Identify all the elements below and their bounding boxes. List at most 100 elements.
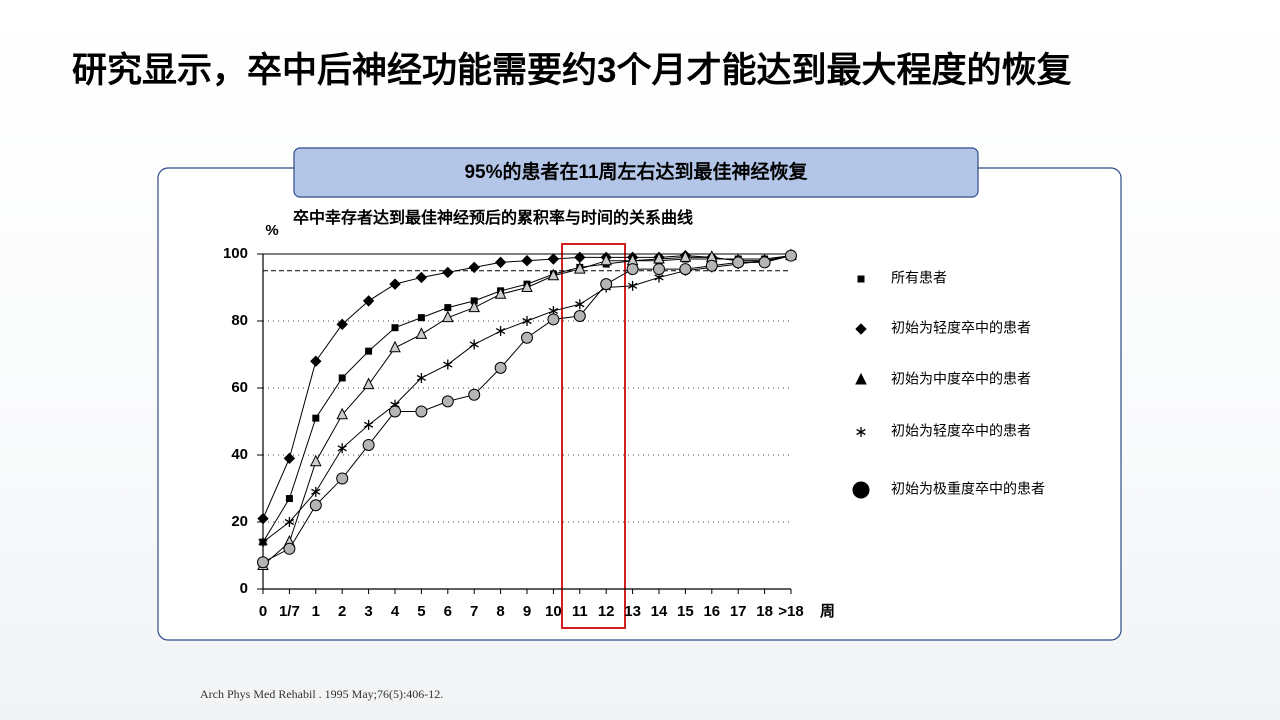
- legend-label: 初始为轻度卒中的患者: [891, 320, 1031, 336]
- data-point: [415, 327, 428, 339]
- highlight-box: [561, 243, 626, 629]
- data-point: [758, 256, 771, 269]
- data-point: [627, 280, 638, 291]
- citation: Arch Phys Med Rehabil . 1995 May;76(5):4…: [200, 687, 444, 701]
- banner-box: [293, 147, 979, 198]
- chart-title: 卒中幸存者达到最佳神经预后的累积率与时间的关系曲线: [293, 208, 693, 227]
- x-tick-label: >18: [778, 603, 803, 620]
- data-point: [653, 251, 665, 264]
- x-tick-label: 6: [444, 603, 452, 620]
- data-point: [257, 512, 269, 525]
- data-point: [679, 263, 692, 276]
- data-point: [600, 278, 613, 291]
- data-point: [309, 454, 322, 467]
- data-point: [312, 414, 320, 422]
- legend-marker: [855, 323, 867, 335]
- data-point: [309, 499, 322, 512]
- data-point: [521, 254, 533, 267]
- data-point: [389, 278, 401, 290]
- x-tick-label: 1/7: [279, 603, 300, 620]
- data-point: [653, 263, 665, 276]
- data-point: [415, 405, 428, 418]
- data-point: [444, 304, 452, 312]
- data-point: [521, 280, 533, 292]
- data-point: [283, 452, 296, 465]
- x-tick-label: 4: [391, 603, 400, 620]
- data-point: [336, 472, 349, 485]
- data-point: [338, 374, 346, 382]
- data-point: [443, 359, 453, 370]
- y-tick-label: 80: [231, 312, 248, 329]
- data-point: [284, 517, 295, 527]
- data-point: [469, 339, 479, 350]
- y-tick-label: 60: [231, 379, 248, 396]
- data-point: [547, 313, 560, 326]
- data-point: [468, 388, 481, 401]
- data-point: [310, 355, 322, 367]
- data-point: [468, 300, 481, 313]
- x-tick-label: 3: [364, 603, 372, 620]
- data-point: [441, 395, 454, 408]
- x-tick-label: 0: [259, 603, 267, 620]
- data-point: [494, 287, 507, 299]
- x-tick-label: 1: [312, 603, 320, 620]
- data-point: [547, 268, 560, 281]
- legend-marker: [856, 427, 866, 437]
- x-tick-label: 14: [651, 603, 668, 620]
- data-point: [362, 295, 375, 307]
- data-point: [285, 495, 293, 503]
- data-point: [258, 537, 268, 548]
- x-tick-label: 7: [470, 603, 478, 620]
- banner-text: 95%的患者在11周左右达到最佳神经恢复: [464, 160, 808, 183]
- data-point: [441, 310, 454, 323]
- y-tick-label: 40: [231, 446, 248, 463]
- data-point: [573, 309, 586, 322]
- data-point: [416, 372, 427, 383]
- legend-label: 所有患者: [891, 270, 947, 286]
- x-tick-label: 17: [730, 603, 747, 620]
- data-point: [283, 542, 296, 555]
- legend-marker: [855, 372, 867, 385]
- y-tick-label: 100: [223, 245, 248, 262]
- data-point: [336, 407, 349, 420]
- x-tick-label: 9: [523, 603, 531, 620]
- data-point: [365, 347, 373, 355]
- legend-label: 初始为中度卒中的患者: [891, 371, 1031, 387]
- data-point: [785, 249, 797, 262]
- y-tick-label: 20: [231, 513, 248, 530]
- chart-panel: [157, 167, 1122, 641]
- data-point: [417, 314, 425, 322]
- data-point: [389, 405, 401, 418]
- data-point: [442, 266, 454, 279]
- data-point: [495, 326, 506, 337]
- x-tick-label: 18: [756, 603, 773, 620]
- data-point: [415, 271, 428, 284]
- x-tick-label: 5: [417, 603, 425, 620]
- data-point: [494, 256, 507, 269]
- x-tick-label: 16: [703, 603, 720, 620]
- x-tick-label: 15: [677, 603, 694, 620]
- data-point: [391, 324, 399, 332]
- data-point: [626, 263, 639, 276]
- data-point: [522, 316, 532, 326]
- data-point: [468, 261, 480, 274]
- data-point: [389, 340, 401, 353]
- x-tick-label: 12: [598, 603, 615, 620]
- data-point: [362, 377, 375, 390]
- legend-marker: [857, 275, 865, 283]
- x-tick-label: 2: [338, 603, 346, 620]
- data-point: [362, 438, 375, 451]
- y-tick-label: 0: [240, 580, 248, 597]
- legend-label: 初始为轻度卒中的患者: [891, 423, 1031, 439]
- data-point: [573, 261, 586, 274]
- data-point: [494, 361, 507, 374]
- data-point: [337, 443, 347, 454]
- x-tick-label: 10: [545, 603, 562, 620]
- x-tick-label: 8: [496, 603, 504, 620]
- legend-label: 初始为极重度卒中的患者: [891, 481, 1045, 497]
- data-point: [679, 250, 692, 262]
- x-axis-label: 周: [820, 603, 835, 620]
- slide-title: 研究显示，卒中后神经功能需要约3个月才能达到最大程度的恢复: [72, 51, 1072, 90]
